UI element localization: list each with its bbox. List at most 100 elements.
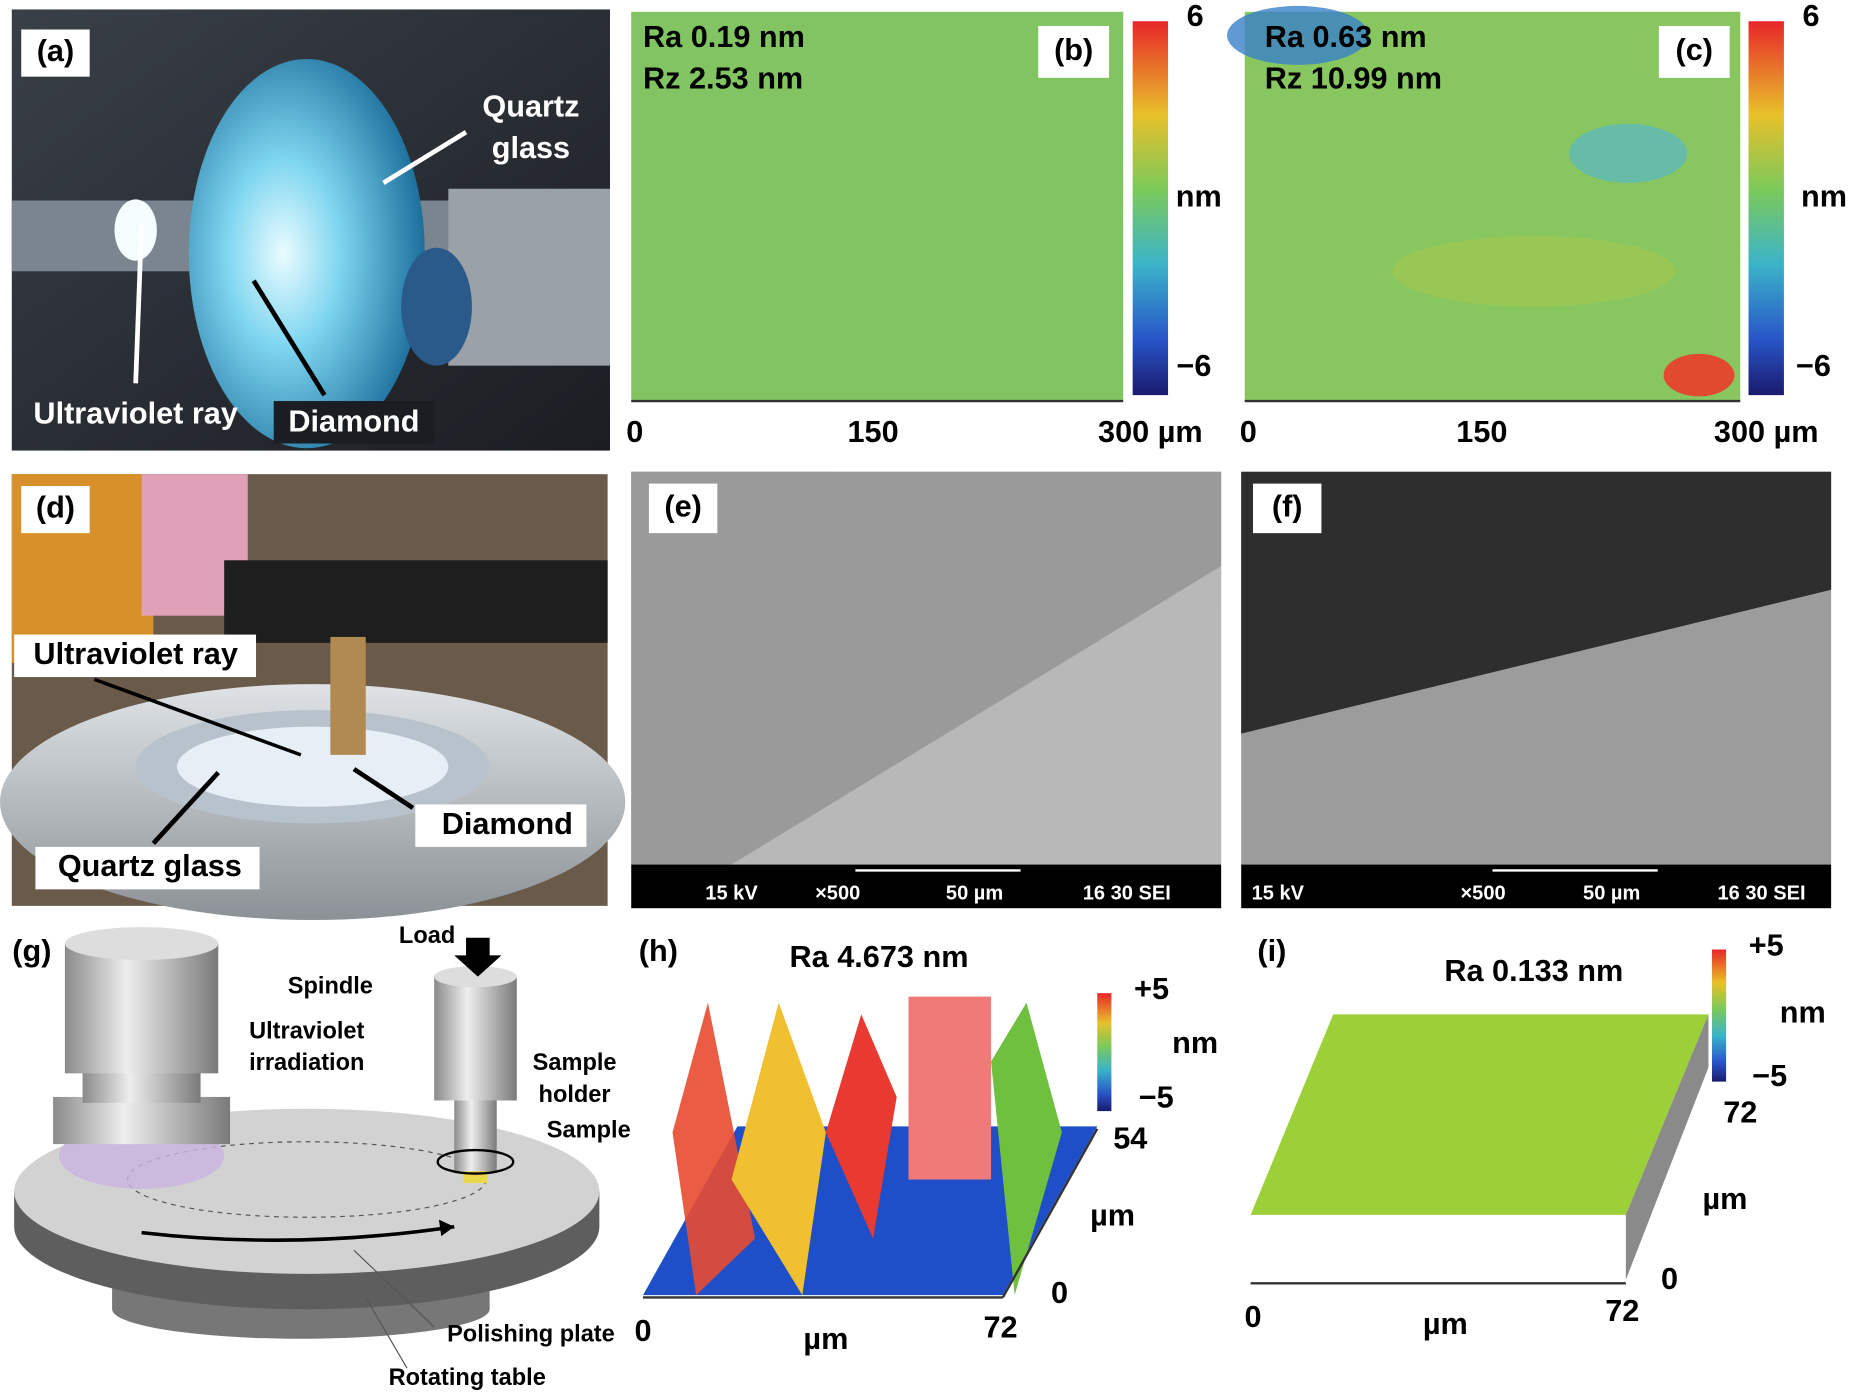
shape	[273, 401, 435, 444]
panel-text: (g)	[12, 934, 51, 968]
shape	[1748, 21, 1784, 396]
panel-text: 15 kV	[705, 882, 758, 904]
panel-text: 0	[1240, 415, 1257, 449]
shape	[434, 966, 517, 988]
shape	[1241, 471, 1832, 734]
shape	[1711, 949, 1727, 1082]
panel-text: Quartz glass	[58, 849, 242, 883]
panel-text: 150	[848, 415, 899, 449]
panel-text: Ra 0.133 nm	[1444, 954, 1623, 988]
panel-text: 16 30 SEI	[1717, 882, 1805, 904]
panel-text: 0	[634, 1314, 651, 1348]
shape	[436, 1148, 515, 1175]
panel-text: 0	[626, 415, 643, 449]
line	[251, 279, 327, 397]
panel-text: Sample	[533, 1049, 617, 1075]
panel-text: Diamond	[442, 807, 573, 841]
shape	[825, 1014, 897, 1239]
shape	[114, 199, 157, 261]
panel-text: glass	[492, 131, 570, 165]
shape	[631, 471, 1222, 865]
panel-text: Load	[399, 922, 455, 948]
line	[365, 1297, 408, 1369]
panel-text: 0	[1051, 1276, 1068, 1310]
shape	[1658, 25, 1730, 78]
line	[353, 1249, 435, 1328]
panel-text: 72	[1723, 1096, 1757, 1130]
panel-text: 300 µm	[1714, 415, 1819, 449]
panel-text: holder	[539, 1081, 611, 1107]
shape	[908, 996, 992, 1180]
shape	[1227, 5, 1369, 65]
shape	[21, 29, 90, 77]
panel-text: (e)	[664, 489, 701, 523]
shape	[648, 483, 718, 534]
panel-text: (d)	[36, 491, 75, 525]
panel-text: −5	[1752, 1059, 1787, 1093]
panel-text: (a)	[37, 34, 74, 68]
line	[93, 677, 302, 757]
shape	[438, 1219, 455, 1237]
shape	[631, 864, 1222, 909]
panel-text: (c)	[1676, 33, 1713, 67]
shape	[1252, 483, 1322, 534]
panel-text: +5	[1749, 928, 1784, 962]
shape	[53, 1096, 231, 1145]
panel-text: nm	[1801, 179, 1847, 213]
panel-text: nm	[1780, 995, 1826, 1029]
panel-text: Rotating table	[389, 1364, 546, 1390]
panel-text: µm	[1090, 1198, 1135, 1232]
panel-text: ×500	[815, 882, 860, 904]
shape	[82, 1067, 201, 1103]
shape	[1663, 353, 1735, 397]
shape	[1250, 1014, 1709, 1215]
line	[1001, 1128, 1099, 1299]
shape	[454, 1100, 497, 1172]
panel-text: +5	[1134, 972, 1169, 1006]
panel-text: (h)	[639, 934, 678, 968]
shape	[141, 1224, 455, 1242]
panel-text: 0	[1244, 1300, 1261, 1334]
shape	[1625, 1014, 1709, 1280]
line	[151, 770, 221, 845]
shape	[434, 976, 517, 1101]
panel-text: 6	[1187, 0, 1204, 33]
line	[352, 767, 415, 810]
shape	[21, 485, 90, 534]
shape	[1038, 25, 1110, 78]
panel-text: 50 µm	[946, 882, 1003, 904]
panel-text: Ra 0.19 nm	[643, 20, 805, 54]
panel-text: Ra 0.63 nm	[1265, 20, 1427, 54]
panel-text: Polishing plate	[447, 1320, 615, 1346]
panel-text: (i)	[1257, 934, 1286, 968]
shape	[64, 927, 219, 961]
shape	[448, 188, 610, 366]
panel-text: Spindle	[288, 972, 373, 998]
panel-text: 72	[1605, 1294, 1639, 1328]
shape	[415, 804, 587, 847]
panel-text: Ultraviolet ray	[33, 396, 237, 430]
panel-text: −6	[1177, 349, 1212, 383]
panel-text: irradiation	[249, 1049, 364, 1075]
shape	[1569, 123, 1688, 183]
panel-text: 0	[1661, 1262, 1678, 1296]
shape	[463, 1171, 488, 1184]
shape	[401, 247, 472, 366]
panel-text: ×500	[1460, 882, 1505, 904]
panel-text: 50 µm	[1583, 882, 1640, 904]
shape	[1392, 235, 1676, 307]
panel-text: Diamond	[288, 405, 419, 439]
panel-text: nm	[1172, 1026, 1218, 1060]
shape	[1097, 993, 1112, 1112]
shape	[35, 846, 260, 890]
panel-text: 16 30 SEI	[1083, 882, 1171, 904]
line	[382, 130, 468, 185]
shape	[991, 1002, 1062, 1296]
shape	[14, 634, 257, 678]
panel-text: (b)	[1054, 33, 1093, 67]
shape	[1244, 11, 1741, 402]
panel-text: Ra 4.673 nm	[790, 940, 969, 974]
panel-text: Ultraviolet ray	[33, 637, 237, 671]
panel-text: 72	[983, 1310, 1017, 1344]
